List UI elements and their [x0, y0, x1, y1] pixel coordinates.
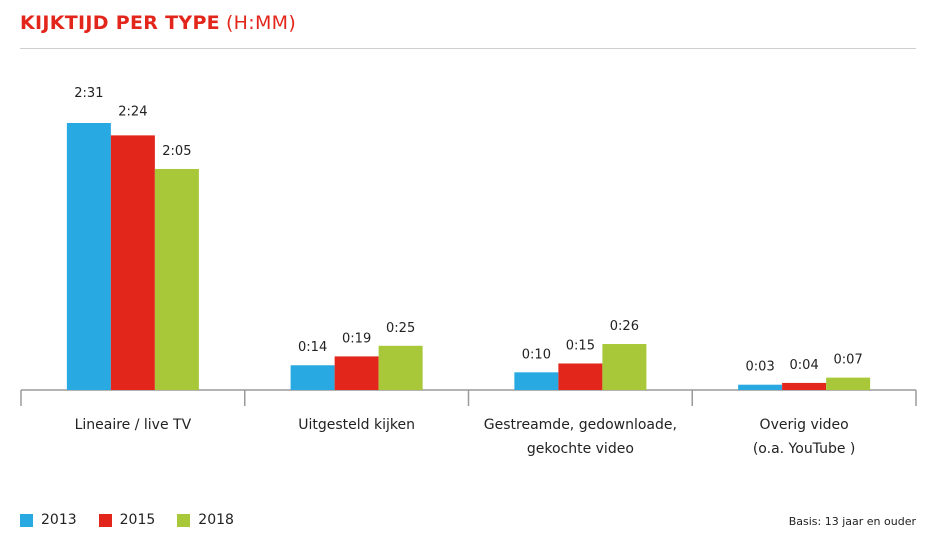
data-label-2015: 0:04 — [790, 358, 819, 373]
bar-2015 — [110, 135, 155, 390]
data-label-2013: 0:10 — [522, 347, 551, 362]
chart-title-unit: (H:MM) — [225, 12, 297, 34]
legend-swatch-2015 — [98, 513, 112, 527]
data-label-2018: 0:25 — [386, 321, 415, 336]
category-label: Gestreamde, gedownloade, — [484, 417, 677, 433]
data-label-2015: 0:19 — [342, 331, 371, 346]
data-label-2018: 0:07 — [834, 353, 863, 368]
bar-2015 — [558, 363, 603, 390]
legend-item-2018: 2018 — [177, 512, 234, 528]
basis-note: Basis: 13 jaar en ouder — [788, 515, 916, 528]
legend-label-2018: 2018 — [198, 512, 234, 528]
bar-2015 — [782, 382, 827, 390]
category-label: Uitgesteld kijken — [298, 417, 415, 433]
bar-2013 — [290, 365, 335, 390]
category-label: Overig video — [760, 417, 849, 433]
bar-2013 — [66, 123, 111, 390]
data-label-2013: 0:14 — [298, 340, 327, 355]
legend-item-2013: 2013 — [20, 512, 77, 528]
chart-title: KIJKTIJD PER TYPE (H:MM) — [20, 12, 296, 34]
category-label: gekochte video — [527, 441, 634, 457]
legend-label-2015: 2015 — [119, 512, 156, 528]
category-label: (o.a. YouTube ) — [753, 441, 856, 457]
legend-item-2015: 2015 — [98, 512, 156, 528]
bar-2018 — [154, 168, 199, 390]
data-label-2013: 0:03 — [746, 360, 775, 375]
data-label-2015: 0:15 — [566, 338, 595, 353]
bar-2018 — [378, 345, 423, 390]
data-label-2015: 2:24 — [118, 104, 147, 119]
data-label-2018: 2:05 — [162, 144, 191, 159]
legend-label-2013: 2013 — [41, 512, 77, 528]
bar-2018 — [826, 377, 871, 390]
chart-title-main: KIJKTIJD PER TYPE — [20, 12, 220, 34]
data-label-2018: 0:26 — [610, 319, 639, 334]
legend-swatch-2013 — [20, 513, 33, 527]
bar-2013 — [738, 384, 783, 390]
legend-swatch-2018 — [177, 513, 191, 527]
bar-2013 — [514, 372, 559, 390]
bar-2015 — [334, 356, 379, 390]
legend: 2013 2015 2018 — [20, 512, 256, 528]
bar-2018 — [602, 344, 647, 390]
title-divider — [20, 48, 916, 49]
category-label: Lineaire / live TV — [75, 417, 192, 433]
data-label-2013: 2:31 — [74, 86, 103, 101]
